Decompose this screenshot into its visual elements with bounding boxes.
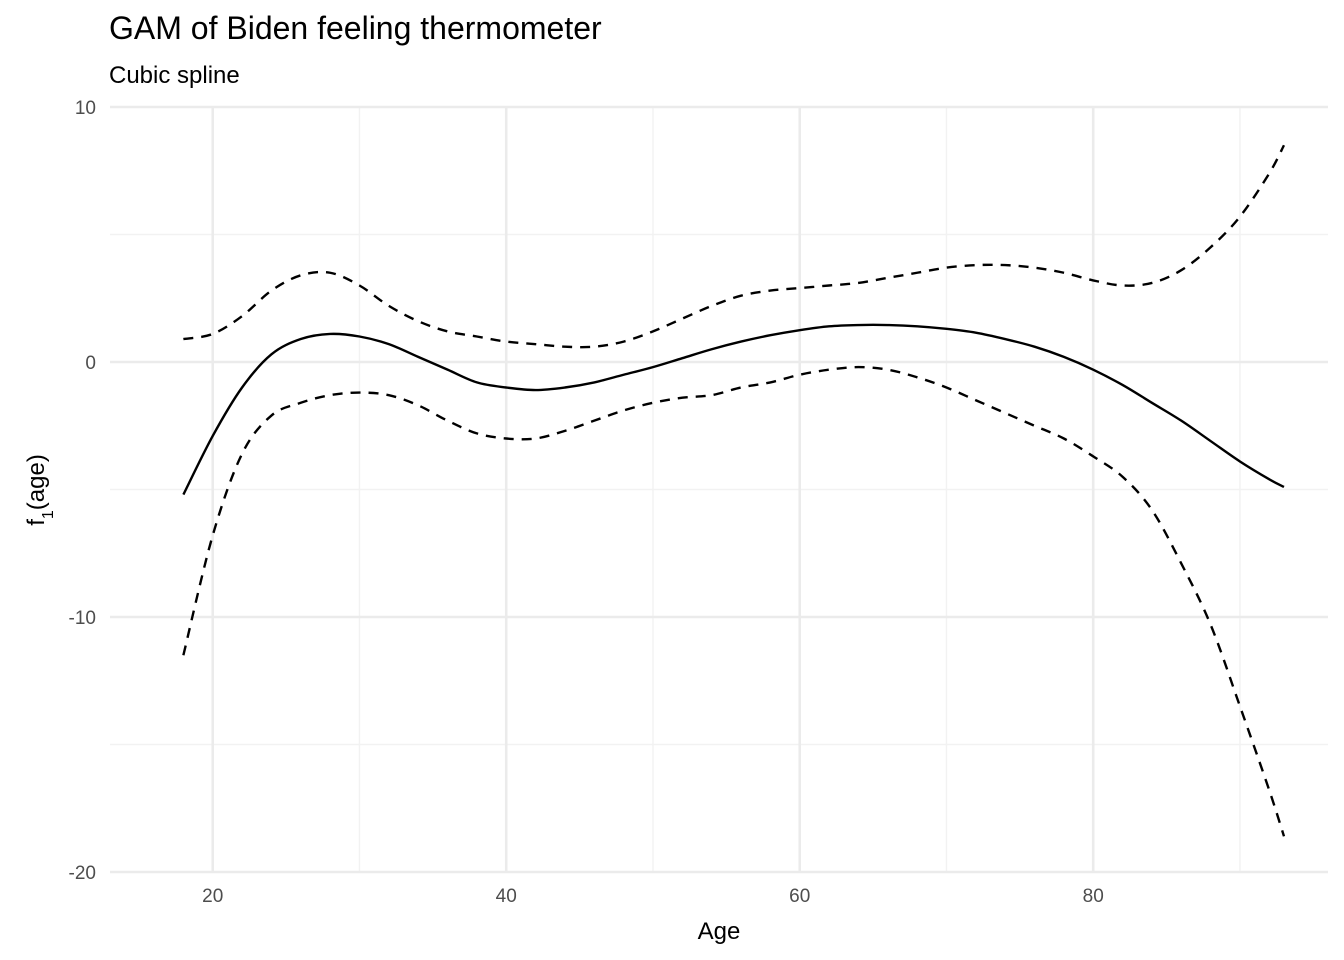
chart-title: GAM of Biden feeling thermometer: [109, 10, 602, 46]
minor-gridlines: [110, 107, 1328, 872]
y-axis-title: f1(age): [23, 454, 57, 526]
x-tick-label: 80: [1083, 886, 1104, 907]
y-axis-title-rest: (age): [23, 454, 50, 510]
x-axis-ticks: 20 40 60 80: [202, 886, 1104, 907]
x-axis-title: Age: [698, 918, 741, 945]
y-tick-label: -20: [69, 863, 96, 884]
fit-line: [182, 323, 1285, 496]
y-tick-label: -10: [69, 608, 96, 629]
y-axis-title-subscript: 1: [40, 510, 57, 519]
y-axis-ticks: -20 -10 0 10: [69, 98, 96, 884]
y-tick-label: 0: [85, 353, 96, 374]
chart-subtitle: Cubic spline: [109, 62, 240, 89]
x-tick-label: 60: [789, 886, 810, 907]
x-tick-label: 20: [202, 886, 223, 907]
major-gridlines: [110, 105, 1328, 874]
upper-confidence-line: [183, 144, 1286, 349]
y-tick-label: 10: [75, 98, 96, 119]
y-axis-title-base: f: [23, 519, 50, 526]
series-lines: [182, 144, 1286, 837]
lower-confidence-line: [182, 365, 1286, 837]
x-tick-label: 40: [496, 886, 517, 907]
